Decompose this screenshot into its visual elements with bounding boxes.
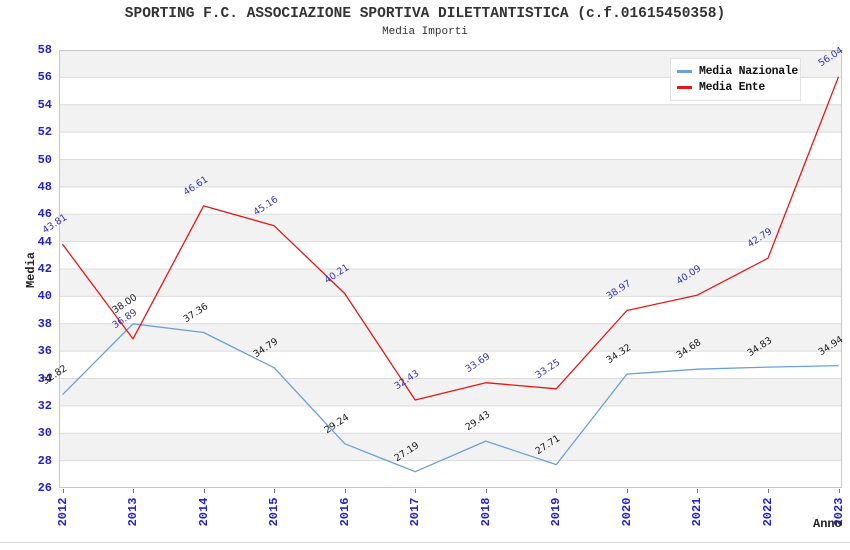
y-tick-label: 28 — [37, 453, 52, 468]
legend-item-media-ente: Media Ente — [677, 80, 794, 96]
plot-band — [59, 214, 842, 242]
x-tick-label: 2016 — [338, 494, 352, 530]
chart-title: SPORTING F.C. ASSOCIAZIONE SPORTIVA DILE… — [124, 6, 726, 22]
x-axis-title: Anno — [813, 517, 842, 531]
legend-item-media-nazionale: Media Nazionale — [677, 63, 798, 79]
y-tick-label: 40 — [37, 289, 52, 304]
plot-band — [59, 132, 842, 160]
series-line-media-nazionale — [62, 323, 839, 473]
x-tick-label-text: 2014 — [196, 497, 211, 527]
series-line-media-ente — [61, 76, 840, 401]
plot-band — [59, 186, 842, 215]
x-tick-label-text: 2015 — [267, 497, 282, 527]
x-tick-mark — [274, 489, 276, 493]
plot-band — [59, 269, 842, 297]
plot-band — [59, 460, 842, 488]
y-tick-label: 56 — [37, 70, 52, 85]
y-tick-label: 54 — [37, 97, 52, 112]
x-tick-label-text: 2016 — [337, 497, 352, 527]
y-tick-label: 46 — [37, 207, 52, 222]
y-tick-label: 30 — [37, 426, 52, 441]
x-tick-mark — [203, 489, 205, 493]
x-tick-mark — [62, 489, 64, 493]
page-divider — [0, 542, 850, 543]
y-tick-label: 38 — [37, 316, 52, 331]
x-tick-mark — [626, 489, 628, 493]
x-tick-label: 2014 — [197, 494, 211, 530]
x-tick-label: 2017 — [408, 494, 422, 530]
y-tick-label: 36 — [37, 344, 52, 359]
x-tick-label-text: 2019 — [549, 497, 564, 527]
plot-band — [59, 378, 842, 406]
x-tick-label-text: 2012 — [55, 497, 70, 527]
plot-band — [59, 323, 842, 352]
y-tick-label: 34 — [37, 371, 52, 386]
x-tick-label-text: 2022 — [760, 497, 775, 527]
x-tick-label: 2013 — [126, 494, 140, 530]
x-tick-label-text: 2020 — [619, 497, 634, 527]
x-tick-mark — [767, 489, 769, 493]
chart-subtitle: Media Importi — [382, 26, 468, 38]
x-tick-label: 2015 — [267, 494, 281, 530]
plot-border — [59, 50, 842, 488]
plot-band — [59, 104, 842, 133]
plot-band — [59, 159, 842, 187]
y-tick-label: 50 — [37, 152, 52, 167]
plot-band — [59, 351, 842, 379]
plot-band — [59, 296, 842, 324]
plot-band — [59, 241, 842, 269]
x-tick-label: 2019 — [549, 494, 563, 530]
y-tick-label: 44 — [37, 234, 52, 249]
y-axis-title: Media — [24, 252, 38, 289]
x-tick-mark — [697, 489, 699, 493]
x-tick-mark — [344, 489, 346, 493]
plot-band — [59, 405, 842, 434]
plot-canvas — [59, 50, 842, 488]
legend-label: Media Ente — [699, 81, 766, 95]
x-tick-label: 2022 — [761, 494, 775, 530]
x-tick-label: 2021 — [690, 494, 704, 530]
x-tick-label-text: 2021 — [690, 497, 705, 527]
x-tick-label: 2012 — [56, 494, 70, 530]
x-tick-label-text: 2018 — [478, 497, 493, 527]
y-tick-label: 52 — [37, 125, 52, 140]
y-tick-label: 58 — [37, 43, 52, 57]
y-tick-label: 42 — [37, 262, 52, 276]
legend-box: Media Nazionale Media Ente — [670, 58, 801, 101]
legend-swatch-ente-line-icon — [677, 86, 692, 90]
x-tick-label-text: 2017 — [408, 497, 423, 527]
x-tick-mark — [133, 489, 135, 493]
y-tick-label: 48 — [37, 179, 52, 194]
y-tick-label: 32 — [37, 398, 52, 413]
legend-label: Media Nazionale — [699, 64, 799, 78]
y-tick-label: 26 — [37, 481, 52, 495]
x-tick-label: 2018 — [479, 494, 493, 530]
x-tick-mark — [556, 489, 558, 493]
x-tick-mark — [415, 489, 417, 493]
x-tick-mark — [485, 489, 487, 493]
plot-area — [59, 50, 842, 488]
x-tick-label: 2020 — [620, 494, 634, 530]
x-tick-label-text: 2013 — [126, 497, 141, 527]
x-tick-mark — [838, 489, 840, 493]
legend-swatch-nazionale-line-icon — [677, 69, 692, 73]
